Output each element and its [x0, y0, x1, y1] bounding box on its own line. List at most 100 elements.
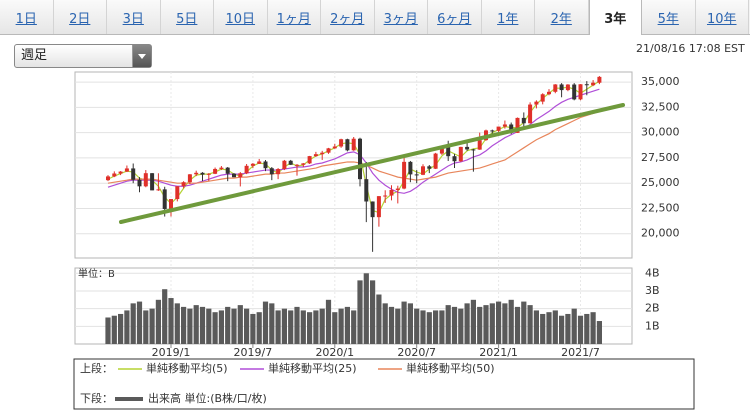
candle-body [137, 179, 142, 187]
candle-body [250, 163, 255, 166]
volume-bar [540, 313, 546, 344]
period-tab[interactable]: 1ヶ月 [267, 0, 321, 34]
volume-bar [596, 321, 602, 344]
volume-bar [376, 294, 382, 344]
period-tab[interactable]: 2日 [53, 0, 107, 34]
volume-bar [363, 273, 369, 344]
period-tab[interactable]: 2ヶ月 [321, 0, 375, 34]
candle-body [269, 168, 274, 175]
candle-body [458, 146, 463, 162]
candle-body [194, 172, 199, 175]
candle-body [395, 188, 400, 190]
legend-label: 単純移動平均(5) [146, 361, 228, 375]
volume-bar [288, 310, 294, 344]
candle-body [238, 173, 243, 178]
candle-body [477, 140, 482, 150]
volume-bar [307, 312, 313, 344]
candle-body [383, 195, 388, 197]
volume-bar [514, 306, 521, 344]
y-tick-label: 30,000 [641, 126, 680, 139]
candle-body [496, 126, 501, 131]
y-tick-label: 2B [645, 302, 660, 315]
candle-body [143, 173, 148, 187]
candle-body [187, 174, 192, 183]
candle-body [421, 166, 425, 175]
volume-bar [212, 312, 218, 344]
period-tab[interactable]: 2年 [535, 0, 589, 34]
volume-bar [149, 308, 155, 344]
candle-body [106, 176, 110, 181]
period-tab[interactable]: 3年 [588, 0, 642, 35]
volume-bar [445, 305, 451, 344]
candle-body [540, 94, 545, 102]
interval-dropdown[interactable]: 週足 [14, 44, 152, 68]
candle-body [591, 82, 596, 86]
y-tick-label: 32,500 [641, 100, 680, 113]
candle-body [446, 146, 451, 157]
candle-body [414, 174, 419, 176]
candle-body [150, 173, 155, 191]
period-tab[interactable]: 6ヶ月 [428, 0, 482, 34]
volume-bar [294, 306, 300, 344]
y-tick-label: 22,500 [641, 201, 680, 214]
candle-body [181, 182, 186, 187]
volume-bar [533, 310, 539, 344]
period-tab[interactable]: 3ヶ月 [374, 0, 428, 34]
candle-body [206, 173, 211, 175]
volume-bar [231, 308, 237, 344]
volume-bar [590, 312, 596, 344]
candle-body [597, 76, 602, 83]
dropdown-button[interactable] [132, 45, 151, 67]
candle-body [427, 166, 432, 169]
volume-bar [281, 308, 287, 344]
volume-bar [174, 303, 180, 344]
volume-bar [426, 312, 432, 344]
volume-bar [130, 303, 136, 344]
volume-bar [370, 280, 376, 344]
volume-bar [584, 313, 590, 344]
period-tabs: 1日 2日 3日 5日 10日 1ヶ月 2ヶ月 3ヶ月 6ヶ月 1年 2年 3年 5年 10年 [0, 0, 750, 35]
volume-bar [559, 315, 565, 344]
volume-bar [250, 313, 256, 344]
period-tab[interactable]: 5日 [160, 0, 214, 34]
candle-body [219, 167, 224, 169]
candle-body [131, 168, 136, 180]
period-tab[interactable]: 1日 [0, 0, 54, 34]
y-tick-label: 4B [645, 266, 660, 279]
candle-body [118, 171, 123, 174]
candle-body [534, 101, 539, 105]
volume-bar [439, 310, 445, 344]
candle-body [364, 179, 369, 202]
period-tab[interactable]: 1年 [481, 0, 535, 34]
candle-body [225, 167, 230, 174]
volume-bar [105, 317, 111, 344]
candle-body [553, 84, 558, 92]
candle-body [112, 173, 117, 177]
candle-body [213, 168, 218, 174]
candle-body [452, 156, 457, 162]
period-tab[interactable]: 3日 [107, 0, 161, 34]
legend-group-label: 下段： [80, 391, 113, 405]
volume-bar [571, 308, 577, 344]
period-tab[interactable]: 10日 [214, 0, 268, 34]
volume-bar [275, 310, 281, 344]
candle-body [175, 186, 180, 200]
candle-body [276, 169, 281, 175]
period-tab[interactable]: 5年 [642, 0, 696, 34]
volume-bar [269, 303, 275, 344]
period-tab[interactable]: 10年 [695, 0, 749, 34]
volume-bar [451, 306, 458, 344]
candle-body [232, 173, 236, 178]
candle-body [313, 154, 318, 157]
dropdown-label: 週足 [21, 48, 48, 63]
volume-bar [433, 310, 439, 344]
y-tick-label: 35,000 [641, 75, 680, 88]
volume-bar [244, 308, 250, 344]
timestamp: 21/08/16 17:08 EST [636, 42, 745, 55]
trend-line [119, 103, 625, 224]
candle-body [326, 148, 331, 153]
candle-body [162, 189, 167, 209]
candle-body [288, 160, 293, 165]
volume-bar [111, 315, 117, 344]
